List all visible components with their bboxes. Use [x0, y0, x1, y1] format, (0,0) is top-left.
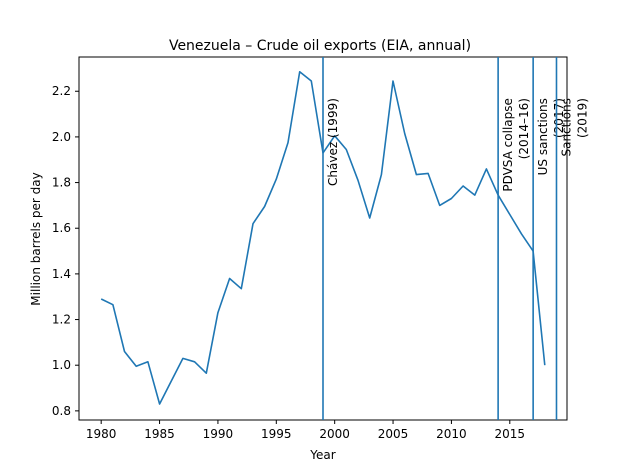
x-tick-label: 1990	[203, 427, 234, 441]
x-tick-label: 1985	[144, 427, 175, 441]
x-tick-label: 2005	[378, 427, 409, 441]
annotation-label: Sanctions	[560, 98, 574, 156]
annotation-label: PDVSA collapse	[501, 98, 515, 192]
x-tick-label: 2000	[319, 427, 350, 441]
x-tick-label: 2010	[436, 427, 467, 441]
x-tick-label: 2015	[495, 427, 526, 441]
y-tick-label: 0.8	[52, 404, 71, 418]
annotation-label: (2014–16)	[517, 98, 531, 159]
y-tick-label: 1.0	[52, 358, 71, 372]
y-axis-title: Million barrels per day	[29, 172, 43, 305]
y-tick-label: 2.2	[52, 84, 71, 98]
x-tick-label: 1995	[261, 427, 292, 441]
annotation-label: (2017)	[552, 98, 566, 138]
chart-title: Venezuela – Crude oil exports (EIA, annu…	[169, 38, 471, 54]
y-tick-label: 1.4	[52, 267, 71, 281]
annotation-label: Chávez (1999)	[326, 98, 340, 186]
y-tick-label: 1.8	[52, 176, 71, 190]
y-tick-label: 2.0	[52, 130, 71, 144]
annotation-label: (2019)	[576, 98, 590, 138]
x-tick-label: 1980	[86, 427, 117, 441]
annotation-label: US sanctions	[536, 98, 550, 175]
y-tick-label: 1.2	[52, 313, 71, 327]
x-axis-title: Year	[309, 448, 335, 462]
y-tick-label: 1.6	[52, 221, 71, 235]
